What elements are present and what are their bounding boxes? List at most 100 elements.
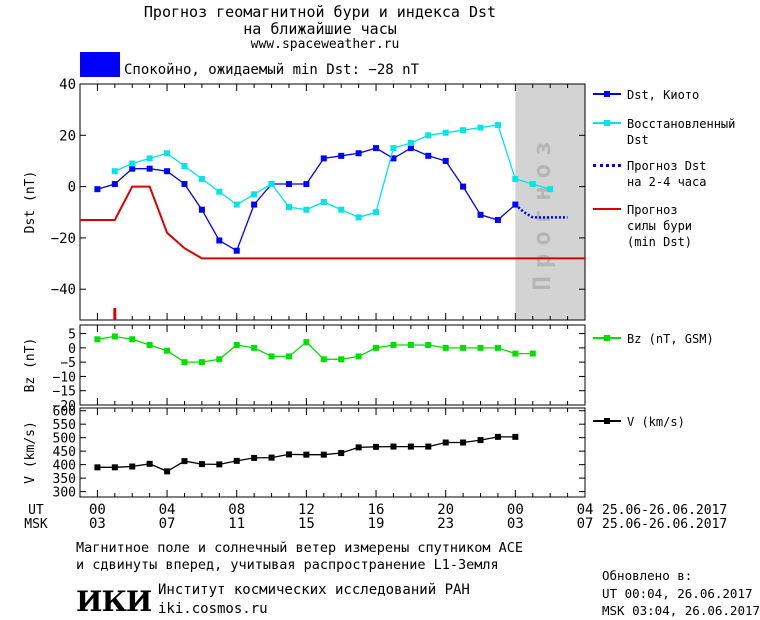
data-point <box>285 181 292 188</box>
series-line <box>97 335 533 363</box>
data-point <box>390 443 397 450</box>
data-point <box>251 454 258 461</box>
data-point <box>251 344 258 351</box>
data-point <box>111 181 118 188</box>
data-point <box>355 150 362 157</box>
y-axis-label: Bz (nT) <box>23 338 38 393</box>
legend-label: Прогноз Dst на 2-4 часа <box>627 159 707 189</box>
data-point <box>390 342 397 348</box>
data-point <box>285 451 292 458</box>
data-point <box>460 344 467 351</box>
chart-title: Прогноз геомагнитной бури и индекса Dst <box>143 3 497 21</box>
data-point <box>442 157 449 164</box>
data-point <box>338 206 345 213</box>
data-point <box>198 206 205 213</box>
data-point <box>129 165 136 172</box>
y-tick-label: 600 <box>53 405 76 420</box>
data-point <box>320 451 327 458</box>
data-point <box>355 353 362 360</box>
ut-tick-label: 00 <box>507 502 524 518</box>
data-point <box>129 463 136 470</box>
data-point <box>181 163 188 170</box>
ut-tick-label: 08 <box>228 502 245 518</box>
data-point <box>355 444 362 451</box>
data-point <box>512 175 519 182</box>
data-point <box>442 129 449 136</box>
y-tick-label: 40 <box>59 77 76 93</box>
y-axis-label: Dst (nT) <box>23 171 38 234</box>
data-point <box>181 181 188 188</box>
institute-url[interactable]: iki.cosmos.ru <box>158 601 268 617</box>
data-point <box>129 160 136 167</box>
y-tick-label: 350 <box>53 472 76 487</box>
legend-marker <box>604 335 610 341</box>
msk-tick-label: 19 <box>368 516 385 532</box>
data-point <box>512 350 519 357</box>
data-point <box>373 443 380 450</box>
data-point <box>198 359 205 366</box>
data-point <box>216 356 223 363</box>
data-point <box>373 145 380 152</box>
iki-logo: ИКИ <box>76 585 152 618</box>
y-tick-label: 300 <box>53 486 76 501</box>
y-tick-label: 0 <box>68 180 76 196</box>
ut-tick-label: 16 <box>368 502 385 518</box>
data-point <box>198 175 205 182</box>
data-point <box>442 439 449 446</box>
updated-ut: UT 00:04, 26.06.2017 <box>602 586 753 601</box>
dst-forecast-line <box>514 203 568 219</box>
footer-note-line2: и сдвинуты вперед, учитывая распростране… <box>76 557 499 573</box>
y-tick-label: −10 <box>53 370 76 385</box>
y-tick-label: 450 <box>53 445 76 460</box>
data-point <box>164 347 171 354</box>
data-point <box>338 152 345 159</box>
data-point <box>425 132 432 139</box>
y-tick-label: 5 <box>68 328 76 343</box>
data-point <box>477 211 484 218</box>
data-point <box>268 454 275 461</box>
msk-tick-label: 03 <box>89 516 106 532</box>
legend-marker <box>604 91 610 97</box>
data-point <box>494 344 501 351</box>
data-point <box>146 342 153 348</box>
ut-label: UT <box>28 503 44 518</box>
ut-tick-label: 00 <box>89 502 106 518</box>
data-point <box>164 150 171 157</box>
data-point <box>129 336 136 343</box>
data-point <box>233 247 240 254</box>
legend-marker <box>604 120 610 126</box>
legend-label: Bz (nT, GSM) <box>627 332 714 346</box>
msk-tick-label: 07 <box>159 516 176 532</box>
data-point <box>407 140 414 146</box>
data-point <box>111 333 118 340</box>
y-tick-label: 0 <box>68 342 76 357</box>
series-line <box>114 124 551 219</box>
data-point <box>94 186 101 193</box>
y-tick-label: 400 <box>53 459 76 474</box>
data-point <box>320 199 327 205</box>
data-point <box>512 433 519 440</box>
y-tick-label: 20 <box>59 128 76 144</box>
plot-frame <box>79 324 586 406</box>
y-tick-label: −20 <box>51 231 76 247</box>
data-point <box>460 183 467 190</box>
legend-marker <box>604 418 610 424</box>
data-point <box>460 439 467 446</box>
y-tick-label: −15 <box>53 385 76 400</box>
updated-title: Обновлено в: <box>602 568 693 583</box>
data-point <box>494 433 501 440</box>
legend-label: Прогноз силы бури (min Dst) <box>627 203 693 249</box>
forecast-region <box>515 84 585 320</box>
legend-line <box>593 164 621 167</box>
data-point <box>94 464 101 471</box>
data-point <box>146 460 153 467</box>
ut-date-range: 25.06-26.06.2017 <box>602 503 727 518</box>
data-point <box>216 237 223 244</box>
data-point <box>494 122 501 129</box>
storm-forecast-line <box>80 185 585 260</box>
msk-label: MSK <box>24 517 48 532</box>
data-point <box>442 344 449 351</box>
data-point <box>268 353 275 360</box>
data-point <box>390 155 397 162</box>
